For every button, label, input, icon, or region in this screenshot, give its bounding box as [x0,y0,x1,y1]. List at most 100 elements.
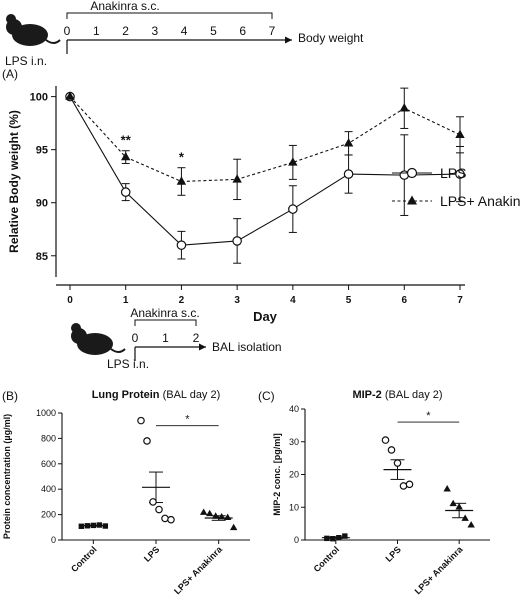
x-tick-label: 7 [457,295,463,306]
data-point-1 [65,91,75,100]
y-tick-label: 30 [289,437,299,447]
lps-label-bottom: LPS i.n. [107,357,149,371]
treatment-bracket [66,12,273,19]
x-tick-label: 1 [123,295,129,306]
y-tick-label: 20 [289,470,299,480]
chart-title: MIP-2 (BAL day 2) [352,389,442,401]
x-tick-label: LPS [142,544,161,563]
timeline-top: 0 1 2 3 4 5 6 7 [64,12,292,54]
chart-title: Lung Protein (BAL day 2) [92,389,221,401]
data-point-lps-anakinra [461,514,469,521]
data-point-control [96,522,103,528]
y-tick-label: 0 [294,535,299,545]
chart-title-main: Lung Protein [92,389,163,401]
treatment-bracket [134,319,197,326]
x-tick-label: Control [69,544,99,574]
x-tick-label: 2 [179,295,185,306]
data-point-control [342,533,348,539]
data-point-lps [167,515,175,524]
lps-label-top: LPS i.n. [5,54,47,68]
significance-marker: ** [121,133,132,148]
data-point-0 [288,204,298,214]
legend-label-1: LPS+ Anakinra [440,193,520,209]
chart-title-main: MIP-2 [352,389,384,401]
x-tick-label: 0 [67,295,73,306]
data-point-lps [387,446,396,454]
data-point-control [330,535,336,542]
data-point-1 [288,157,298,166]
data-point-control [336,535,342,541]
timeline-day-label: 2 [193,331,200,345]
data-point-1 [343,138,354,147]
timeline-day-label: 2 [122,24,129,38]
timeline-day-label: 4 [181,24,188,38]
significance-marker: * [179,150,185,165]
body-weight-chart: 85 90 95 100 0 1 2 3 4 5 6 7 Day Relative Body weight… [7,86,520,324]
data-point-lps [381,436,390,444]
data-point-lps-anakinra [443,485,451,492]
timeline-day-label: 0 [64,24,71,38]
data-point-0 [343,169,354,179]
data-point-lps-anakinra [205,509,214,517]
y-tick-label: 95 [36,145,48,157]
data-point-lps [399,482,408,490]
data-point-lps-anakinra [223,513,232,520]
x-tick-label: 4 [290,295,296,306]
lung-protein-chart: 0 200 400 600 800 1000 Protein concentration (… [2,389,250,596]
data-point-lps-anakinra [467,521,475,528]
timeline-arrowhead [285,36,292,44]
data-point-control [324,535,330,542]
legend-marker-1 [407,195,417,205]
data-point-lps [405,480,414,489]
timeline-day-label: 1 [162,331,169,345]
mouse-icon-bottom [71,323,126,355]
y-tick-label: 0 [51,535,56,545]
data-point-0 [232,236,242,246]
panel-label-b: (B) [2,389,18,403]
x-tick-label: 6 [402,295,408,306]
timeline-day-label: 3 [152,24,159,38]
x-tick-label: Control [312,544,342,574]
data-point-lps-anakinra [217,512,226,520]
treatment-label-top: Anakinra s.c. [90,0,159,13]
x-tick-label: 5 [346,295,352,306]
data-point-control [84,523,91,529]
data-point-1 [232,174,242,183]
data-point-1 [176,176,187,185]
y-tick-label: 10 [289,502,299,512]
panel-label-c: (C) [258,389,275,403]
data-point-lps-anakinra [211,512,220,519]
data-point-lps-anakinra [199,508,208,515]
timeline-arrowhead [199,343,206,351]
timeline-day-label: 0 [132,331,139,345]
y-tick-label: 600 [41,459,56,469]
x-axis-label: Day [253,309,278,324]
series-line-1 [69,96,461,183]
panel-label-a: (A) [2,67,18,81]
mip2-chart: 0 10 20 30 40 MIP-2 conc. [pg/ml] MIP-2 (BAL d… [272,389,490,596]
significance-marker: * [185,414,190,426]
data-point-lps [155,505,163,514]
series-line-0 [69,96,461,246]
data-point-lps-anakinra [455,503,463,510]
y-tick-label: 100 [30,92,48,104]
x-tick-label: LPS [383,544,402,563]
y-tick-label: 85 [36,251,48,263]
data-point-control [78,523,85,529]
y-axis-label: MIP-2 conc. [pg/ml] [272,433,282,516]
data-point-lps [137,416,145,425]
data-point-0 [455,169,465,179]
y-tick-label: 40 [289,404,299,414]
data-point-0 [120,187,131,197]
data-point-1 [455,129,465,139]
data-point-1 [121,151,131,161]
timeline-day-label: 6 [239,24,246,38]
endpoint-label-bottom: BAL isolation [212,340,282,354]
treatment-label-bottom: Anakinra s.c. [130,306,199,320]
data-point-lps [393,459,402,467]
data-point-1 [399,103,409,112]
y-tick-label: 200 [41,510,56,520]
x-tick-label: LPS+ Anakinra [172,544,225,597]
endpoint-label-top: Body weight [298,31,364,45]
